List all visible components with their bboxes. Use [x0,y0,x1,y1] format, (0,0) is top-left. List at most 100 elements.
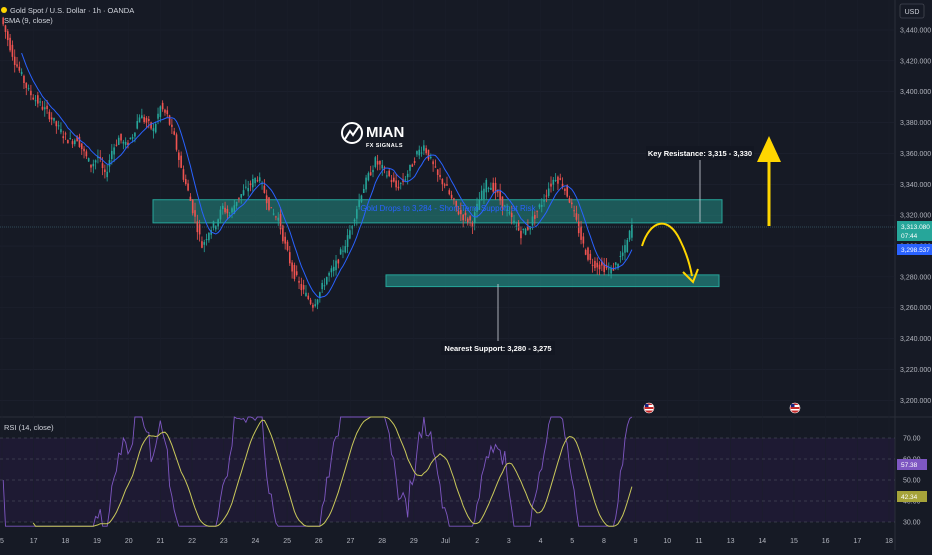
candle-body [497,191,499,193]
candle-body [543,200,545,202]
candle-body [307,295,310,300]
candle-body [390,179,393,183]
candle-body [466,218,469,223]
rsi-pane [0,416,895,527]
candle-body [346,235,349,247]
symbol-title[interactable]: Gold Spot / U.S. Dollar · 1h · OANDA [10,6,134,15]
sma-legend[interactable]: SMA (9, close) [4,16,53,25]
rsi-value-tag[interactable] [897,459,927,470]
candle-body [566,185,568,197]
us-flag-event-icon-2[interactable] [789,402,801,414]
rsi-ma-value: 42.34 [901,494,918,501]
candle-body [480,190,483,201]
price-tick: 3,200.000 [900,398,931,405]
candle-body [587,247,589,260]
candle-body [626,240,629,252]
candle-body [228,215,231,217]
candle-body [446,184,448,186]
candle-body [46,105,48,109]
time-tick: 22 [188,538,196,545]
candle-body [522,228,525,230]
candle-body [120,133,122,141]
candle-body [122,141,125,144]
us-flag-event-icon[interactable] [643,402,655,414]
candle-body [224,207,226,213]
candle-body [184,178,187,185]
currency-button[interactable] [899,3,925,19]
rsi-ma-tag[interactable] [897,491,927,502]
candle-body [145,117,148,123]
candle-body [80,143,83,150]
price-tick: 3,440.000 [900,28,931,35]
candle-body [32,97,35,100]
candle-body [323,285,326,287]
candle-body [134,132,136,137]
candle-body [30,90,32,96]
candle-body [173,131,176,135]
candle-body [191,199,194,214]
candle-body [339,249,342,255]
support-label[interactable]: Nearest Support: 3,280 - 3,275 [444,344,551,353]
candle-body [198,224,201,235]
candle-body [547,188,550,196]
resistance-label[interactable]: Key Resistance: 3,315 - 3,330 [648,149,752,158]
candle-body [247,187,249,192]
candle-body [251,178,254,188]
current-price-tag[interactable] [897,221,932,241]
bullish-arrow-icon [757,136,781,226]
candle-body [161,102,164,110]
candle-body [215,226,217,230]
support-zone [385,274,720,288]
price-tick: 3,400.000 [900,89,931,96]
candle-body [393,177,395,182]
candle-body [337,259,340,264]
candle-body [187,183,189,191]
candle-body [178,152,180,160]
candle-body [254,177,256,184]
candle-body [39,101,41,103]
candle-body [240,194,243,198]
candle-body [284,236,286,244]
candle-body [34,100,37,102]
time-tick: 10 [663,538,671,545]
candle-body [67,140,69,144]
candle-body [584,249,587,255]
candle-body [265,195,268,204]
candle-body [293,264,296,279]
time-tick: 15 [790,538,798,545]
candle-body [319,292,321,299]
candle-body [534,214,536,219]
mian-logo: MIAN FX SIGNALS [341,122,404,149]
support-label-box [441,341,555,355]
candle-body [473,212,476,224]
candle-body [515,225,518,227]
candle-body [78,136,81,147]
time-tick: 28 [378,538,386,545]
candle-body [6,31,9,41]
candle-body [531,216,534,226]
candle-body [312,304,314,308]
candle-body [598,264,601,270]
candle-body [166,110,169,115]
countdown-value: 07:44 [901,233,918,240]
time-tick: 13 [727,538,735,545]
rsi-legend[interactable]: RSI (14, close) [4,423,54,432]
candle-body [453,198,455,200]
logo-tagline: FX SIGNALS [366,143,403,149]
candle-body [219,209,222,220]
candle-body [143,117,145,123]
time-tick: 2 [475,538,479,545]
candle-body [561,183,564,188]
candle-body [168,115,171,125]
candle-body [360,195,363,202]
time-tick: 19 [93,538,101,545]
candle-body [376,161,379,165]
sma-price-tag[interactable] [897,244,932,255]
candle-body [13,56,16,66]
candle-body [272,213,275,215]
candle-body [282,225,284,242]
time-axis[interactable]: 5 17 18 19 20 21 22 23 24 25 26 27 28 29 Jul 2 3 4 5 8 9 10 11… [0,538,893,545]
candle-body [420,152,423,154]
